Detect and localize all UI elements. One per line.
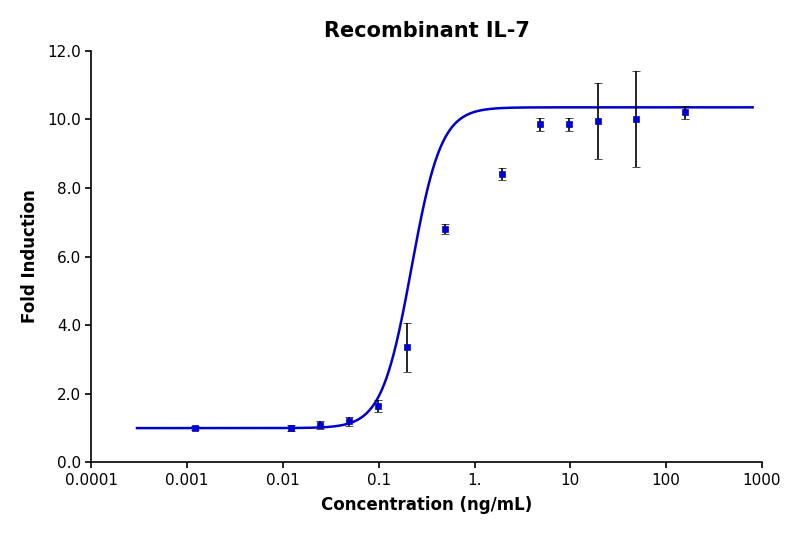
X-axis label: Concentration (ng/mL): Concentration (ng/mL): [321, 496, 533, 514]
Y-axis label: Fold Induction: Fold Induction: [21, 190, 38, 324]
Title: Recombinant IL-7: Recombinant IL-7: [324, 21, 529, 41]
